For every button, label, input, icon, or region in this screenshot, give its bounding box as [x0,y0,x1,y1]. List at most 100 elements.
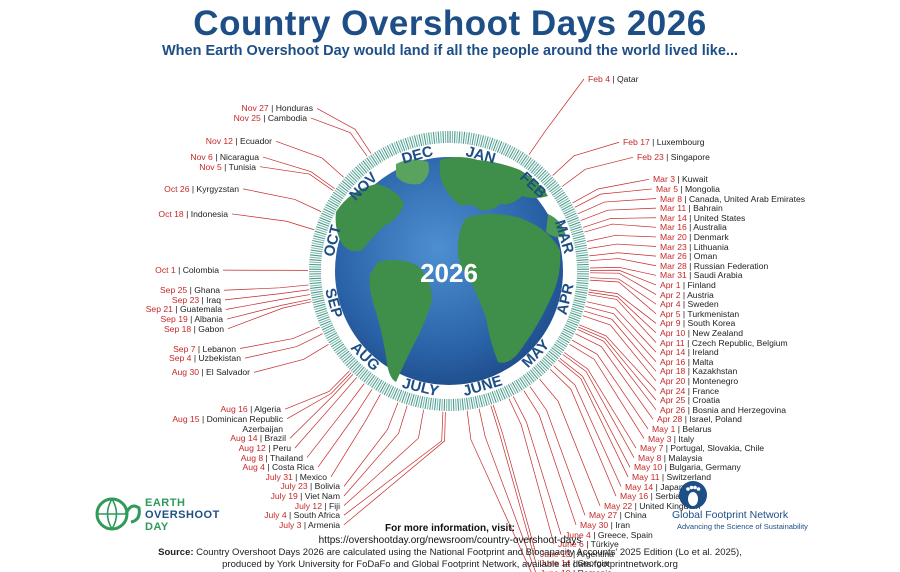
day-tick [438,398,441,411]
day-tick [560,332,572,340]
country-name: | Gabon [191,323,224,334]
landmass-south-america [369,259,432,382]
leader-line [306,383,365,458]
day-tick [321,324,334,331]
day-tick [544,355,554,365]
day-tick [509,383,517,395]
day-tick [563,208,575,215]
day-tick [490,138,496,151]
country-name: | South Africa [286,510,340,521]
day-tick [552,345,563,354]
country-name: | Mexico [292,471,327,482]
day-tick [428,132,431,145]
day-tick [358,163,368,174]
day-tick [499,388,506,400]
country-name: | Romania [571,568,612,572]
country-label: May 11 | Switzerland [632,472,711,482]
country-label: May 27 | China [589,510,647,520]
country-name: | Argentina [570,548,614,559]
day-tick [572,235,585,240]
day-tick [329,197,340,205]
day-tick [380,148,388,160]
leader-line [262,156,335,189]
day-tick [374,152,382,163]
overshoot-date: Apr 10 [660,327,686,338]
overshoot-date: Mar 20 [660,231,687,242]
day-tick [314,230,327,236]
country-label: July 12 | Fiji [295,501,340,511]
leader-line [523,390,577,526]
day-tick [535,168,545,178]
country-name: | Iraq [199,294,221,305]
day-tick [320,322,333,329]
leader-line [492,404,537,554]
day-tick [548,350,559,359]
day-tick [573,239,586,244]
day-tick [322,210,334,217]
overshoot-date: Oct 1 [155,265,176,276]
overshoot-date: June 19 [540,568,571,572]
leader-line [553,365,622,487]
day-tick [417,395,422,408]
overshoot-date: Mar 14 [660,212,687,223]
leader-line [529,386,586,516]
overshoot-date: Sep 7 [173,343,196,354]
country-label: Mar 8 | Canada, United Arab Emirates [660,194,805,204]
leader-line [586,301,657,353]
day-tick [533,366,543,377]
day-tick [521,156,530,167]
day-tick [309,256,322,259]
more-info-url[interactable]: https://overshootday.org/newsroom/countr… [318,535,582,546]
day-tick [494,140,501,152]
page-title: Country Overshoot Days 2026 [193,4,707,43]
country-name: | Belarus [675,423,712,434]
leader-line [584,310,657,372]
day-tick [565,322,578,329]
day-tick [541,358,551,369]
country-label: Sep 25 | Ghana [160,285,220,295]
leader-line [253,343,329,373]
day-tick [360,161,369,172]
day-tick [442,131,445,144]
day-tick [504,145,512,157]
country-label: Feb 4 | Qatar [588,74,639,84]
country-label: June 14 | Georgia [540,558,608,568]
overshoot-date: June 4 [565,529,591,540]
day-tick [576,254,589,257]
overshoot-date: Mar 8 [660,193,682,204]
day-tick [475,134,480,147]
country-name: | Honduras [268,103,313,114]
day-tick [488,137,494,150]
landmass-greenland [396,159,429,185]
day-tick [496,141,503,153]
day-tick [312,237,325,242]
day-tick [317,221,330,227]
country-label: May 3 | Italy [648,434,694,444]
country-label: July 4 | South Africa [264,510,340,520]
day-tick [473,133,478,146]
overshoot-date: Mar 31 [660,270,687,281]
overshoot-date: Mar 26 [660,251,687,262]
day-tick [408,393,413,406]
day-tick [356,164,366,175]
day-tick [324,330,337,337]
leader-line [317,389,373,468]
day-tick [527,160,536,171]
leader-line [589,252,657,257]
country-name: | Indonesia [183,208,228,219]
day-tick [355,166,364,177]
day-tick [385,385,393,397]
day-tick [376,150,384,162]
gfn-tagline: Advancing the Science of Sustainability [677,522,808,531]
country-name: | El Salvador [199,367,250,378]
day-tick [568,221,581,227]
day-tick [330,195,342,204]
day-tick [556,195,568,204]
day-tick [570,226,582,231]
leader-line [589,272,657,295]
day-tick [335,345,346,354]
country-name: | Malaysia [661,452,703,463]
day-tick [491,391,497,403]
more-info: For more information, visit: https://ove… [0,523,900,547]
overshoot-date: Feb 17 [623,137,650,148]
